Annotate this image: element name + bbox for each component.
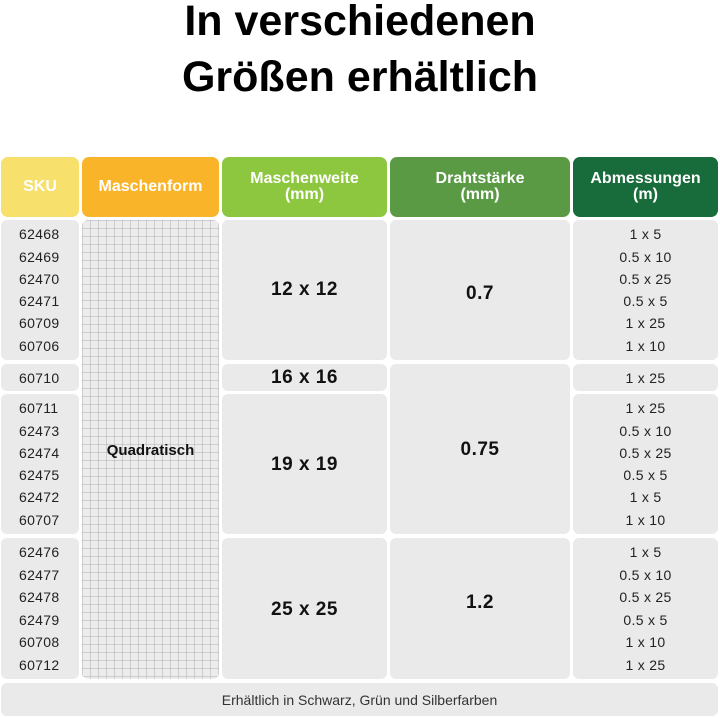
sku-value: 62473	[19, 422, 60, 439]
sku-value: 62472	[19, 489, 60, 506]
sku-value: 62469	[19, 248, 60, 265]
header-maschenweite-label: Maschenweite (mm)	[250, 170, 359, 203]
drahtstaerke-cell-1: 0.7	[390, 220, 570, 360]
header-sku: SKU	[1, 157, 79, 217]
abmessungen-group-3: 1 x 25 0.5 x 10 0.5 x 25 0.5 x 5 1 x 5 1…	[573, 394, 718, 534]
maschenweite-group-4: 25 x 25	[222, 538, 387, 679]
sku-value: 62475	[19, 467, 60, 484]
dimension-value: 1 x 5	[629, 489, 662, 506]
sku-value: 62471	[19, 293, 60, 310]
sku-group-4: 62476 62477 62478 62479 60708 60712	[1, 538, 79, 679]
sku-value: 62477	[19, 566, 60, 583]
dimension-value: 0.5 x 10	[619, 422, 672, 439]
abmessungen-group-2: 1 x 25	[573, 364, 718, 391]
maschenweite-value: 19 x 19	[271, 454, 338, 475]
sku-value: 60707	[19, 511, 60, 528]
page-title-line-2: Größen erhältlich	[181, 53, 538, 101]
dimension-value: 0.5 x 5	[623, 293, 668, 310]
dimension-value: 0.5 x 25	[619, 589, 672, 606]
sku-group-3: 60711 62473 62474 62475 62472 60707	[1, 394, 79, 534]
sku-value: 62470	[19, 270, 60, 287]
dimension-value: 0.5 x 25	[619, 270, 672, 287]
drahtstaerke-value: 0.75	[460, 439, 500, 460]
sku-group-1: 62468 62469 62470 62471 60709 60706	[1, 220, 79, 360]
maschenweite-group-1: 12 x 12	[222, 220, 387, 360]
dimension-value: 1 x 10	[625, 511, 666, 528]
maschenform-cell: Quadratisch	[82, 220, 219, 679]
header-maschenweite: Maschenweite (mm)	[222, 157, 387, 217]
sku-value: 60709	[19, 315, 60, 332]
abmessungen-group-4: 1 x 5 0.5 x 10 0.5 x 25 0.5 x 5 1 x 10 1…	[573, 538, 718, 679]
sku-value: 62476	[19, 544, 60, 561]
dimension-value: 0.5 x 10	[619, 248, 672, 265]
maschenform-value: Quadratisch	[106, 442, 195, 459]
dimension-value: 1 x 25	[625, 656, 666, 673]
availability-note: Erhältlich in Schwarz, Grün und Silberfa…	[221, 691, 498, 708]
header-drahtstaerke-label: Drahtstärke (mm)	[435, 170, 525, 203]
header-abmessungen-label: Abmessungen (m)	[590, 170, 701, 203]
abmessungen-group-1: 1 x 5 0.5 x 10 0.5 x 25 0.5 x 5 1 x 25 1…	[573, 220, 718, 360]
dimension-value: 1 x 5	[629, 226, 662, 243]
maschenweite-group-3: 19 x 19	[222, 394, 387, 534]
drahtstaerke-cell-3: 1.2	[390, 538, 570, 679]
sku-value: 62468	[19, 226, 60, 243]
maschenweite-value: 16 x 16	[271, 366, 338, 388]
sku-value: 60712	[19, 656, 60, 673]
page-title-line-1: In verschiedenen	[184, 0, 536, 45]
maschenweite-value: 12 x 12	[271, 279, 338, 300]
sku-value: 62479	[19, 611, 60, 628]
sku-value: 60708	[19, 634, 60, 651]
sku-value: 60711	[19, 400, 59, 417]
header-drahtstaerke: Drahtstärke (mm)	[390, 157, 570, 217]
maschenweite-value: 25 x 25	[271, 598, 338, 620]
drahtstaerke-value: 1.2	[466, 591, 494, 613]
header-sku-label: SKU	[23, 178, 57, 195]
maschenweite-group-2: 16 x 16	[222, 364, 387, 391]
dimension-value: 1 x 25	[625, 315, 666, 332]
dimension-value: 0.5 x 10	[619, 566, 672, 583]
dimension-value: 1 x 25	[625, 400, 666, 417]
dimension-value: 1 x 10	[625, 634, 666, 651]
sku-group-2: 60710	[1, 364, 79, 391]
dimension-value: 0.5 x 5	[623, 611, 668, 628]
header-maschenform: Maschenform	[82, 157, 219, 217]
sku-value: 62474	[19, 444, 60, 461]
sku-value: 62478	[19, 589, 60, 606]
dimension-value: 1 x 10	[625, 337, 666, 354]
availability-footer: Erhältlich in Schwarz, Grün und Silberfa…	[1, 683, 718, 716]
dimension-value: 1 x 25	[625, 369, 666, 386]
drahtstaerke-cell-2: 0.75	[390, 364, 570, 534]
sku-value: 60710	[19, 369, 60, 386]
dimension-value: 1 x 5	[629, 544, 662, 561]
dimension-value: 0.5 x 25	[619, 444, 672, 461]
drahtstaerke-value: 0.7	[466, 283, 494, 304]
sku-value: 60706	[19, 337, 60, 354]
header-abmessungen: Abmessungen (m)	[573, 157, 718, 217]
header-maschenform-label: Maschenform	[98, 178, 203, 195]
dimension-value: 0.5 x 5	[623, 467, 668, 484]
